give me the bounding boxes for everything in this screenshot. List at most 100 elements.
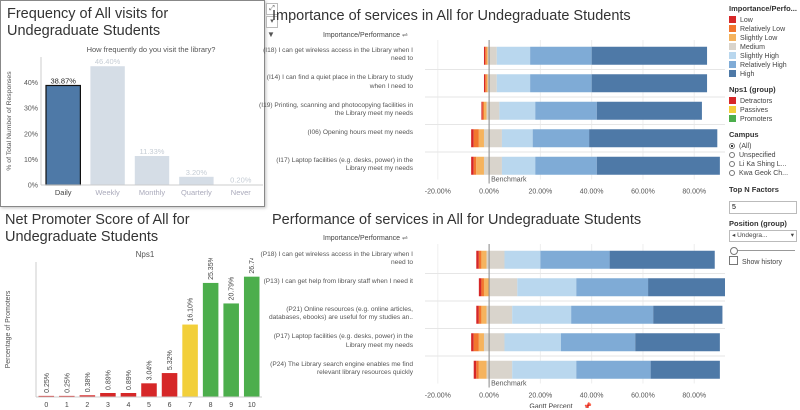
row-label: (I06) Opening hours meet my needs	[307, 129, 413, 137]
segment-relatively-low	[476, 360, 479, 379]
legend-label: Slightly Low	[740, 35, 778, 42]
segment-relatively-low	[473, 156, 477, 175]
x-tick-label: 0.00%	[479, 189, 499, 196]
more-options-icon[interactable]: ▾	[266, 16, 278, 28]
segment-medium	[483, 333, 505, 352]
segment-relatively-low	[473, 333, 479, 352]
legend-item[interactable]: Relatively Low	[729, 25, 799, 34]
segment-slightly-low	[486, 74, 488, 93]
segment-slightly-low	[483, 278, 490, 297]
segment-medium	[486, 250, 505, 269]
importance-legend: Low Relatively Low Slightly Low Medium Sligh…	[729, 16, 799, 79]
bar-score-7	[182, 324, 198, 397]
campus-option[interactable]: (All)	[729, 142, 799, 151]
legend-swatch	[729, 52, 736, 59]
legend-item[interactable]: Passives	[729, 106, 799, 115]
radio-button[interactable]	[729, 170, 735, 176]
legend-swatch	[729, 106, 736, 113]
segment-high	[596, 101, 702, 120]
legend-item[interactable]: Slightly High	[729, 52, 799, 61]
segment-low	[478, 278, 482, 297]
bar-score-1	[59, 395, 75, 397]
legend-label: Relatively High	[740, 62, 787, 69]
history-slider[interactable]	[729, 246, 795, 255]
nps-legend: Detractors Passives Promoters	[729, 97, 799, 124]
x-axis-label: Gantt Percent	[529, 404, 572, 409]
position-dropdown[interactable]: ◂ Undegra... ▾	[729, 230, 797, 242]
x-tick-label: Never	[231, 188, 252, 197]
segment-slightly-high	[496, 74, 531, 93]
importance-column-header: Importance/Performance ⇌	[323, 31, 408, 39]
performance-gantt-chart: Benchmark -20.00% 0.00% 20.00% 40.00% 60.00% 8…	[425, 244, 725, 409]
legend-item[interactable]: Promoters	[729, 115, 799, 124]
segment-relatively-high	[535, 156, 597, 175]
segment-relatively-high	[535, 101, 597, 120]
segment-high	[596, 156, 720, 175]
segment-relatively-low	[481, 278, 484, 297]
segment-low	[476, 305, 479, 324]
legend-item[interactable]: Relatively High	[729, 61, 799, 70]
nps-chart-title: Nps1	[135, 250, 155, 259]
bar-score-10	[243, 276, 260, 397]
legend-item[interactable]: Detractors	[729, 97, 799, 106]
row-label: (I19) Printing, scanning and photocopyin…	[259, 101, 413, 118]
topn-input[interactable]	[729, 201, 797, 214]
segment-high	[591, 74, 708, 93]
bar-score-4	[120, 392, 137, 397]
legend-swatch	[729, 115, 736, 122]
segment-medium	[483, 156, 502, 175]
segment-slightly-low	[476, 156, 484, 175]
x-tick-label: -20.00%	[425, 393, 451, 400]
bar-score-5	[141, 383, 157, 397]
position-filter-title: Position (group)	[729, 219, 787, 228]
legend-item[interactable]: Medium	[729, 43, 799, 52]
sort-icon[interactable]: ⇌	[402, 32, 408, 39]
slider-track	[733, 250, 795, 251]
legend-item[interactable]: Low	[729, 16, 799, 25]
segment-low	[471, 129, 474, 148]
segment-relatively-high	[530, 46, 592, 65]
show-history-checkbox[interactable]	[729, 256, 738, 265]
segment-high	[591, 46, 708, 65]
legend-swatch	[729, 61, 736, 68]
campus-option[interactable]: Unspecified	[729, 151, 799, 160]
legend-item[interactable]: Slightly Low	[729, 34, 799, 43]
radio-button[interactable]	[729, 143, 735, 149]
segment-relatively-high	[576, 278, 649, 297]
campus-option-label: Kwa Geok Ch...	[739, 170, 789, 177]
x-tick-label: Weekly	[95, 188, 120, 197]
segment-relatively-low	[473, 129, 479, 148]
x-tick-label: 7	[188, 402, 192, 409]
x-tick-label: 8	[209, 402, 213, 409]
y-axis-label: % of Total Number of Responses	[6, 71, 13, 171]
x-tick-label: Monthly	[139, 188, 166, 197]
bar-monthly	[134, 155, 170, 185]
segment-slightly-low	[481, 305, 487, 324]
campus-option[interactable]: Kwa Geok Ch...	[729, 169, 799, 178]
bar-daily	[45, 84, 82, 186]
segment-medium	[483, 129, 502, 148]
slider-handle[interactable]	[730, 247, 738, 255]
filter-icon[interactable]: ▼	[267, 30, 275, 39]
history-toggle[interactable]: Show history	[729, 256, 799, 266]
importance-legend-title: Importance/Perfo...	[729, 4, 797, 13]
performance-column-header: Importance/Performance ⇌	[323, 234, 408, 242]
x-tick-label: 60.00%	[631, 189, 655, 196]
x-tick-label: 0	[44, 402, 48, 409]
expand-icon[interactable]: ⤢	[266, 3, 278, 15]
nps-legend-title: Nps1 (group)	[729, 85, 776, 94]
legend-swatch	[729, 70, 736, 77]
campus-option[interactable]: Li Ka Shing L...	[729, 160, 799, 169]
campus-option-label: Li Ka Shing L...	[739, 161, 787, 168]
importance-header-label: Importance/Performance	[323, 32, 401, 39]
data-label: 0.89%	[105, 370, 112, 390]
legend-item[interactable]: High	[729, 70, 799, 79]
x-tick-label: 9	[229, 402, 233, 409]
segment-relatively-high	[540, 250, 610, 269]
radio-button[interactable]	[729, 161, 735, 167]
bar-quarterly	[179, 176, 214, 185]
y-tick-label: 30%	[24, 106, 38, 113]
position-nav-left-icon[interactable]: ◂	[732, 232, 736, 239]
sort-icon[interactable]: ⇌	[402, 235, 408, 242]
radio-button[interactable]	[729, 152, 735, 158]
